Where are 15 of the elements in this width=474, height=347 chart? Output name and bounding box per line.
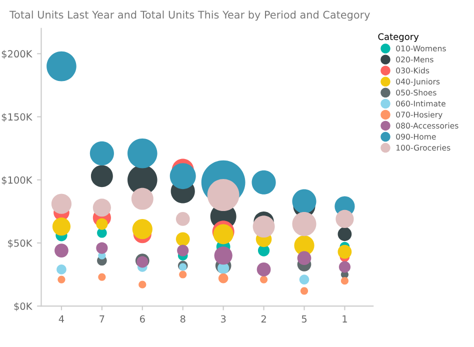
legend-title: Category — [378, 33, 419, 42]
x-tick-label: 8 — [180, 315, 186, 323]
y-tick-label: $100K — [2, 176, 32, 185]
y-tick-label: $200K — [2, 50, 32, 59]
x-tick-label: 3 — [220, 315, 226, 323]
x-tick-label: 1 — [342, 315, 347, 322]
x-tick-label: 5 — [302, 315, 306, 323]
x-tick-label: 2 — [261, 315, 266, 322]
chart-title: Total Units Last Year and Total Units This Year by Period and Category — [9, 10, 370, 21]
x-tick-label: 4 — [58, 315, 64, 322]
x-tick-label: 6 — [140, 315, 145, 323]
y-tick-label: $0K — [14, 302, 32, 312]
y-tick-label: $50K — [8, 239, 32, 248]
x-tick-label: 7 — [100, 315, 104, 322]
y-tick-label: $150K — [2, 113, 32, 122]
